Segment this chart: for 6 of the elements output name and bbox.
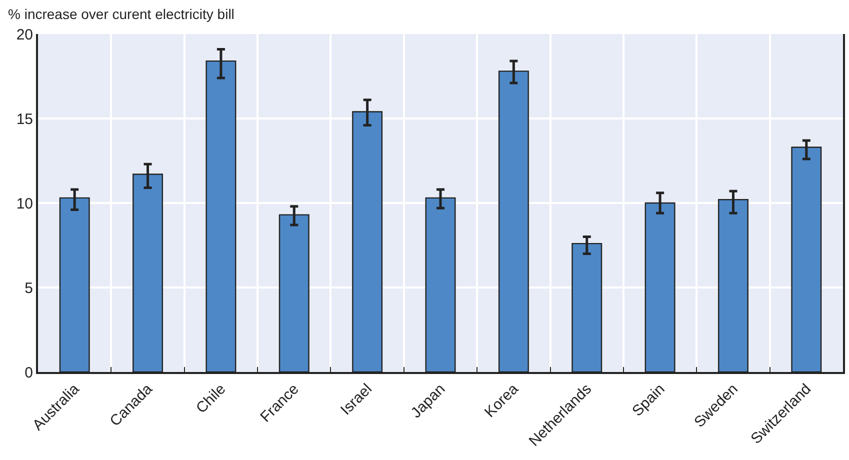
y-tick-label: 0 (24, 364, 33, 382)
y-axis-title: % increase over curent electricity bill (8, 6, 234, 22)
y-tick-label: 10 (16, 195, 33, 212)
y-tick-label: 5 (24, 280, 33, 297)
y-tick-label: 15 (16, 110, 33, 128)
y-tick-label: 20 (16, 26, 33, 44)
